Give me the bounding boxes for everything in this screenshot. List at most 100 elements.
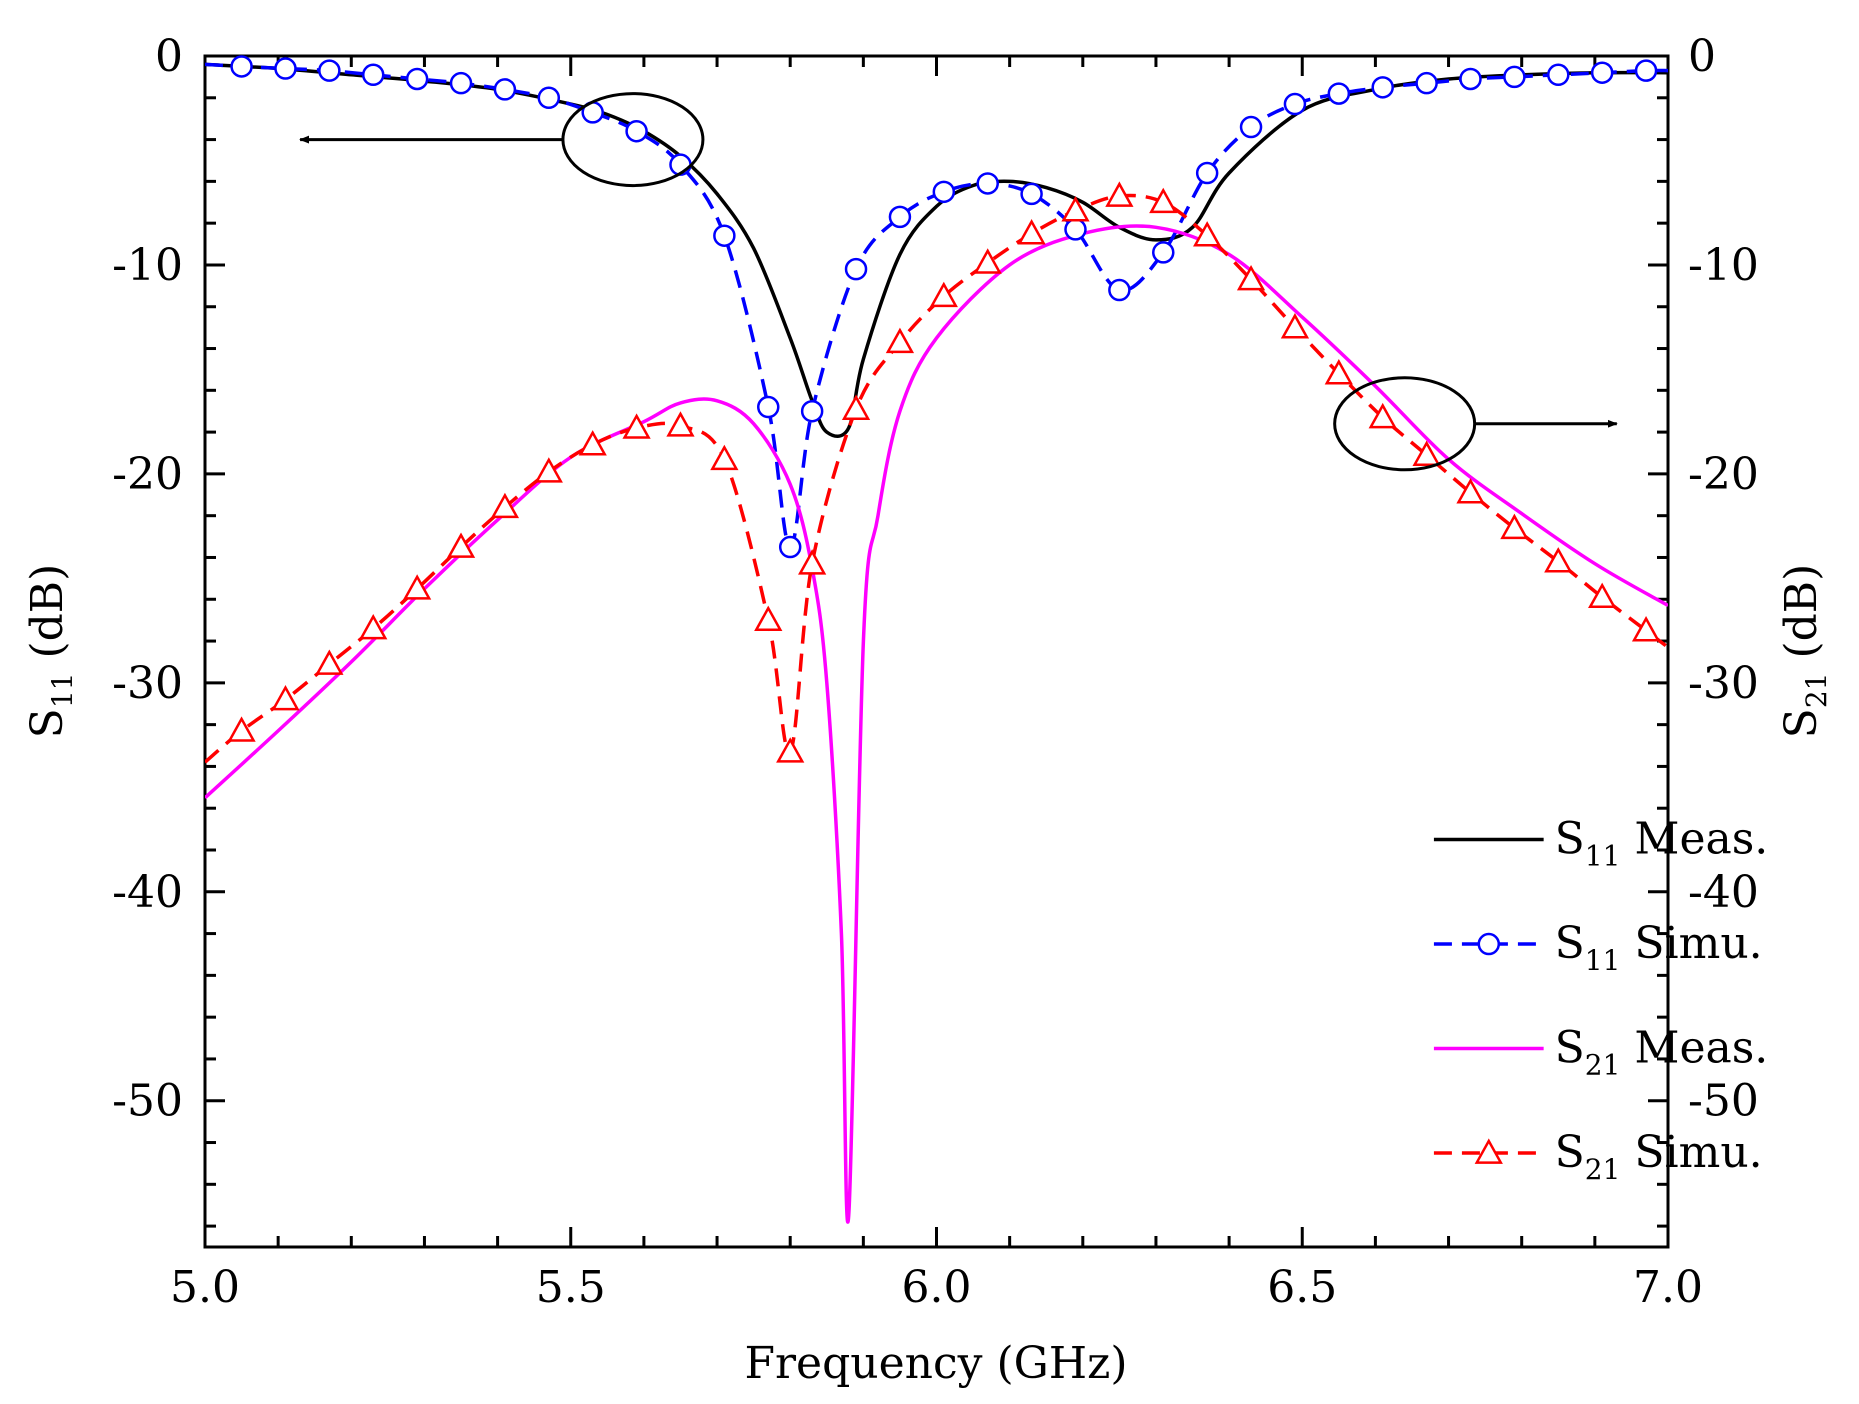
series-s11-simu-marker [1195, 161, 1219, 185]
series-s11-simu-marker [537, 86, 561, 110]
y-tick-label-left: -50 [112, 1076, 183, 1127]
series-s11-simu-marker [976, 172, 999, 195]
series-s11-meas-line [205, 62, 1668, 439]
series-s11-simu-marker [778, 535, 802, 559]
legend-label-sub: 21 [1585, 1049, 1621, 1082]
y-left-main: S [22, 708, 73, 738]
x-tick-label: 5.0 [170, 1262, 240, 1313]
series-s21-simu-marker [1544, 547, 1573, 573]
y-tick-label-left: -10 [112, 240, 183, 291]
series-s21-simu-marker [1236, 264, 1266, 291]
series-s21-simu-marker [710, 444, 739, 471]
series-s21-simu-marker [359, 613, 388, 640]
series-s11-simu-marker [318, 59, 341, 82]
legend-label-sub: 11 [1585, 944, 1621, 977]
series-s21-simu-marker [1500, 513, 1529, 540]
series-s21-simu-marker [754, 605, 783, 632]
legend-marker [1474, 1138, 1503, 1164]
series-s21-simu-marker [1061, 196, 1090, 222]
y-tick-label-right: -10 [1688, 240, 1759, 291]
legend-label-main: S [1555, 918, 1585, 969]
y-tick-label-left: -30 [112, 658, 183, 709]
series-s21-simu-marker [1105, 181, 1134, 207]
annotations-layer [299, 92, 1618, 472]
y-tick-label-right: -50 [1688, 1076, 1759, 1127]
series-s11-simu-marker [625, 119, 648, 143]
legend-label: S21 Meas. [1555, 1023, 1769, 1082]
series-s21-simu-marker [776, 737, 805, 763]
series-s21-simu-marker [1368, 402, 1397, 429]
series-s21-simu-marker [1588, 582, 1617, 609]
series-s21-simu-marker [446, 532, 476, 558]
series-s21-simu-marker [227, 716, 256, 742]
series-s11-simu-marker [713, 224, 736, 247]
series-s21-simu-marker [1193, 221, 1222, 247]
y-axis-title-left: S11 (dB) [22, 564, 79, 739]
series-s11-simu-marker [1327, 82, 1351, 105]
y-tick-label-left: -40 [112, 867, 183, 918]
series-s21-simu-marker [929, 281, 958, 308]
legend-label-name: Meas. [1620, 1023, 1768, 1074]
axis-tick-labels: 5.0 5.5 6.0 6.5 7.0 0 0 -10 -10 -20 -20 -30 -30 -40 -4… [112, 31, 1759, 1313]
series-s21-simu-marker [1017, 219, 1046, 245]
series-s21-simu-marker [315, 649, 344, 675]
series-s21-simu-marker [1631, 616, 1661, 642]
series-s21-simu-marker [578, 430, 607, 456]
legend-label-name: Meas. [1620, 814, 1768, 865]
y-axis-title-right: S21 (dB) [1776, 564, 1833, 739]
series-s11-simu-marker [493, 78, 517, 101]
legend: S11 Meas.S11 Simu.S21 Meas.S21 Simu. [1433, 814, 1769, 1186]
series-s11-simu-marker [757, 395, 780, 419]
y-left-unit: (dB) [22, 564, 73, 673]
series-s11-simu-marker [1371, 76, 1394, 99]
series-layer [205, 62, 1668, 1224]
y-tick-label-right: -20 [1688, 449, 1759, 500]
x-tick-label: 5.5 [536, 1262, 606, 1313]
series-s21-simu-marker [666, 411, 695, 437]
axis-ticks [203, 54, 1670, 1247]
legend-label: S11 Meas. [1555, 814, 1769, 873]
legend-label-main: S [1555, 1023, 1585, 1074]
y-tick-label-left: -20 [112, 449, 183, 500]
series-s21-meas-line [205, 224, 1668, 1224]
legend-label-main: S [1555, 814, 1585, 865]
y-tick-label-left: 0 [155, 31, 183, 82]
markers-layer [227, 55, 1661, 763]
series-s11-simu-marker [1239, 115, 1263, 139]
series-s11-simu-marker [449, 71, 473, 95]
series-s11-simu-marker [1020, 182, 1043, 206]
series-s21-simu-marker [1412, 440, 1441, 466]
series-s11-simu-marker [1459, 67, 1482, 91]
x-tick-label: 6.0 [902, 1262, 972, 1313]
series-s21-simu-line [205, 193, 1668, 764]
x-tick-label: 7.0 [1633, 1262, 1703, 1313]
series-s11-simu-marker [800, 399, 824, 423]
series-s11-simu-marker [1503, 65, 1526, 89]
series-s21-simu-marker [490, 492, 520, 519]
x-axis-title: Frequency (GHz) [744, 1338, 1127, 1389]
series-s21-simu-marker [271, 684, 300, 711]
series-s11-simu-marker [888, 205, 912, 229]
legend-label-name: Simu. [1620, 1127, 1762, 1178]
series-s21-simu-marker [1324, 359, 1353, 385]
y-tick-label-right: -30 [1688, 658, 1759, 709]
series-s11-simu-marker [361, 63, 385, 87]
series-s11-simu-marker [1064, 218, 1087, 241]
legend-label-main: S [1555, 1127, 1585, 1178]
series-s21-simu-marker [534, 457, 563, 483]
series-s11-simu-line [205, 62, 1668, 549]
legend-label: S21 Simu. [1555, 1127, 1763, 1186]
y-left-sub: 11 [46, 673, 79, 709]
legend-label-sub: 11 [1585, 840, 1621, 873]
legend-label: S11 Simu. [1555, 918, 1763, 977]
series-s21-simu-marker [1280, 313, 1310, 339]
y-right-unit: (dB) [1776, 564, 1827, 673]
plot-frame [203, 54, 1670, 1249]
series-s11-simu-marker [1634, 59, 1658, 82]
series-s11-simu-marker [1152, 241, 1175, 264]
series-s11-simu-marker [1415, 71, 1438, 95]
series-s21-simu-marker [622, 413, 651, 439]
series-s11-simu-marker [1547, 63, 1570, 87]
series-s11-simu-marker [274, 57, 297, 80]
